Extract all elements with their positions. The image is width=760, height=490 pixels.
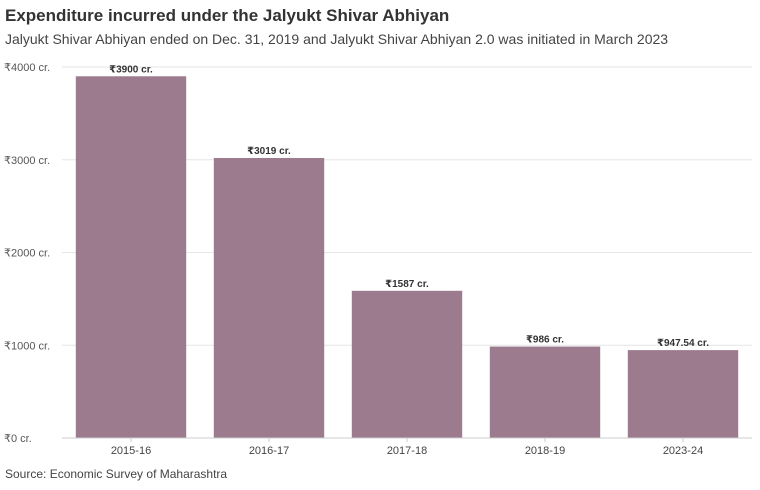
bar-2023-24 (627, 350, 739, 438)
bar-2015-16 (75, 76, 187, 439)
chart-title: Expenditure incurred under the Jalyukt S… (5, 6, 450, 25)
y-tick-label: ₹1000 cr. (4, 340, 50, 352)
y-tick-label: ₹4000 cr. (4, 62, 50, 74)
data-label: ₹947.54 cr. (657, 338, 709, 349)
bar-2016-17 (213, 157, 325, 439)
chart-subtitle: Jalyukt Shivar Abhiyan ended on Dec. 31,… (5, 31, 669, 47)
data-label: ₹986 cr. (526, 335, 564, 346)
x-tick-label: 2016-17 (249, 445, 289, 457)
bars: ₹3900 cr. ₹3019 cr. ₹1587 cr. ₹986 cr. ₹947.… (75, 64, 739, 439)
x-tick-label: 2017-18 (387, 445, 427, 457)
x-tick-label: 2018-19 (525, 445, 565, 457)
x-tick-label: 2015-16 (111, 445, 151, 457)
data-label: ₹3019 cr. (247, 146, 291, 157)
data-label: ₹3900 cr. (109, 64, 153, 75)
x-axis: 2015-16 2016-17 2017-18 2018-19 2023-24 (62, 437, 752, 457)
data-label: ₹1587 cr. (385, 279, 429, 290)
y-tick-label: ₹2000 cr. (4, 248, 50, 260)
bar-2018-19 (489, 346, 601, 438)
y-tick-label: ₹3000 cr. (4, 155, 50, 167)
y-tick-label: ₹0 cr. (4, 433, 32, 445)
bar-2017-18 (351, 290, 463, 438)
y-axis: ₹0 cr. ₹1000 cr. ₹2000 cr. ₹3000 cr. ₹4000 c… (4, 62, 50, 445)
x-tick-label: 2023-24 (663, 445, 703, 457)
source-note: Source: Economic Survey of Maharashtra (5, 467, 228, 481)
